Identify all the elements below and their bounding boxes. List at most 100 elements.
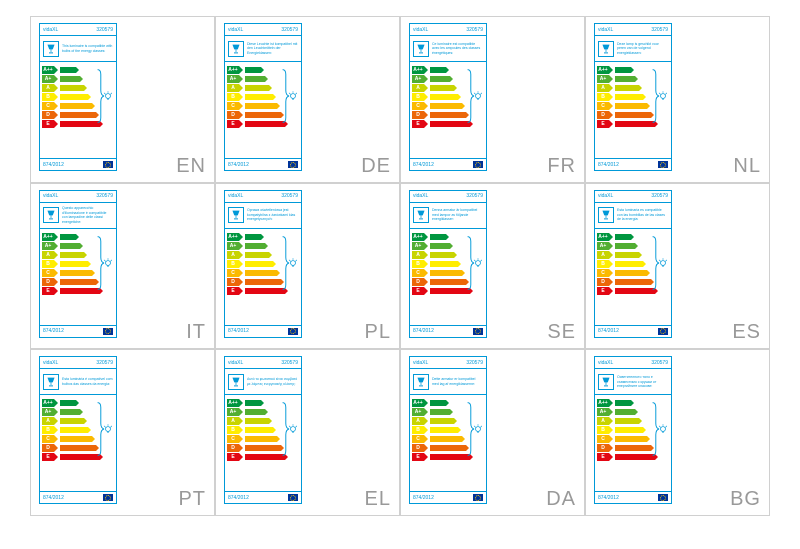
energy-class-badge: A++ xyxy=(42,233,54,241)
energy-class-arrow xyxy=(615,427,643,433)
energy-class-arrow xyxy=(615,454,655,460)
label-cell: vidaXL 320579 Dette armatur er kompatibe… xyxy=(400,349,585,516)
energy-class-badge: D xyxy=(412,278,424,286)
energy-class-badge: A+ xyxy=(227,242,239,250)
card-header: vidaXL 320579 xyxy=(225,24,301,36)
energy-class-badge: B xyxy=(597,426,609,434)
energy-class-arrow xyxy=(60,427,88,433)
energy-class-badge: E xyxy=(412,120,424,128)
card-header: vidaXL 320579 xyxy=(40,24,116,36)
lamp-section: Esta luminaria es compatible con las bom… xyxy=(595,203,671,229)
brand-text: vidaXL xyxy=(228,360,243,366)
compatibility-text: This luminaire is compatible with bulbs … xyxy=(62,44,113,53)
lamp-section: Esta luminária é compatível com bulbos d… xyxy=(40,369,116,395)
bracket-icon xyxy=(651,401,667,457)
energy-class-arrow xyxy=(615,252,639,258)
energy-class-arrow xyxy=(60,112,96,118)
energy-class-arrow xyxy=(430,288,470,294)
lamp-icon-box xyxy=(598,207,614,223)
energy-class-badge: E xyxy=(42,453,54,461)
energy-class-arrow xyxy=(430,279,466,285)
regulation-text: 874/2012 xyxy=(228,328,249,334)
energy-class-badge: B xyxy=(597,260,609,268)
energy-label-card: vidaXL 320579 This luminaire is compatib… xyxy=(39,23,117,171)
energy-class-arrow xyxy=(245,112,281,118)
language-code: IT xyxy=(186,321,206,344)
energy-class-arrow xyxy=(60,67,76,73)
energy-class-arrow xyxy=(60,234,76,240)
energy-class-arrow xyxy=(60,85,84,91)
card-footer: 874/2012 xyxy=(40,491,116,503)
energy-class-arrow xyxy=(430,85,454,91)
energy-class-badge: C xyxy=(227,102,239,110)
brand-text: vidaXL xyxy=(598,193,613,199)
energy-class-badge: A+ xyxy=(42,242,54,250)
lamp-icon xyxy=(230,209,242,221)
regulation-text: 874/2012 xyxy=(413,328,434,334)
energy-class-arrow xyxy=(615,234,631,240)
energy-class-badge: C xyxy=(412,102,424,110)
energy-class-badge: C xyxy=(412,269,424,277)
bracket-icon xyxy=(281,235,297,291)
energy-class-arrow xyxy=(615,85,639,91)
energy-class-badge: C xyxy=(42,269,54,277)
label-cell: vidaXL 320579 Deze lamp is geschikt voor… xyxy=(585,16,770,183)
bracket-bulb xyxy=(96,401,112,457)
brand-text: vidaXL xyxy=(43,360,58,366)
energy-class-badge: A+ xyxy=(597,75,609,83)
energy-label-card: vidaXL 320579 Осветителното тяло е съвме… xyxy=(594,356,672,504)
lamp-section: Oprawa oświetleniowa jest kompatybilna z… xyxy=(225,203,301,229)
energy-class-arrow xyxy=(430,94,458,100)
energy-label-card: vidaXL 320579 Denna armatur är kompatibe… xyxy=(409,190,487,338)
bracket-bulb xyxy=(281,235,297,291)
bracket-bulb xyxy=(96,235,112,291)
energy-scale: A++ A+ A B C D E xyxy=(40,395,116,491)
energy-label-card: vidaXL 320579 Diese Leuchte ist kompatib… xyxy=(224,23,302,171)
bracket-bulb xyxy=(466,401,482,457)
card-footer: 874/2012 xyxy=(40,158,116,170)
brand-text: vidaXL xyxy=(413,27,428,33)
energy-class-badge: E xyxy=(597,287,609,295)
energy-class-badge: A++ xyxy=(597,399,609,407)
eu-flag-icon xyxy=(658,494,668,501)
lamp-icon xyxy=(415,209,427,221)
energy-class-arrow xyxy=(615,418,639,424)
lamp-icon-box xyxy=(43,374,59,390)
product-code: 320579 xyxy=(466,27,483,33)
product-code: 320579 xyxy=(281,193,298,199)
energy-class-arrow xyxy=(430,243,450,249)
lamp-section: Dette armatur er kompatibel med lag af e… xyxy=(410,369,486,395)
energy-class-arrow xyxy=(430,270,462,276)
card-footer: 874/2012 xyxy=(410,491,486,503)
regulation-text: 874/2012 xyxy=(598,162,619,168)
brand-text: vidaXL xyxy=(228,27,243,33)
energy-class-badge: C xyxy=(597,435,609,443)
language-code: NL xyxy=(733,155,761,178)
label-cell: vidaXL 320579 Denna armatur är kompatibe… xyxy=(400,183,585,350)
energy-class-arrow xyxy=(430,67,446,73)
card-footer: 874/2012 xyxy=(225,158,301,170)
energy-class-arrow xyxy=(430,418,454,424)
energy-class-arrow xyxy=(615,279,651,285)
card-footer: 874/2012 xyxy=(410,325,486,337)
energy-class-badge: A xyxy=(42,251,54,259)
energy-class-arrow xyxy=(60,279,96,285)
energy-class-arrow xyxy=(60,445,96,451)
energy-class-arrow xyxy=(430,234,446,240)
energy-class-badge: A++ xyxy=(597,66,609,74)
energy-label-card: vidaXL 320579 Deze lamp is geschikt voor… xyxy=(594,23,672,171)
bracket-icon xyxy=(466,68,482,124)
card-header: vidaXL 320579 xyxy=(595,357,671,369)
card-header: vidaXL 320579 xyxy=(225,191,301,203)
energy-class-badge: A xyxy=(597,417,609,425)
lamp-icon-box xyxy=(228,207,244,223)
energy-class-badge: A xyxy=(597,251,609,259)
energy-class-badge: A xyxy=(227,251,239,259)
eu-flag-icon xyxy=(473,328,483,335)
energy-class-badge: D xyxy=(227,111,239,119)
energy-class-arrow xyxy=(245,279,281,285)
bracket-bulb xyxy=(466,235,482,291)
energy-class-badge: A+ xyxy=(412,75,424,83)
lamp-icon-box xyxy=(598,374,614,390)
lamp-icon-box xyxy=(413,41,429,57)
